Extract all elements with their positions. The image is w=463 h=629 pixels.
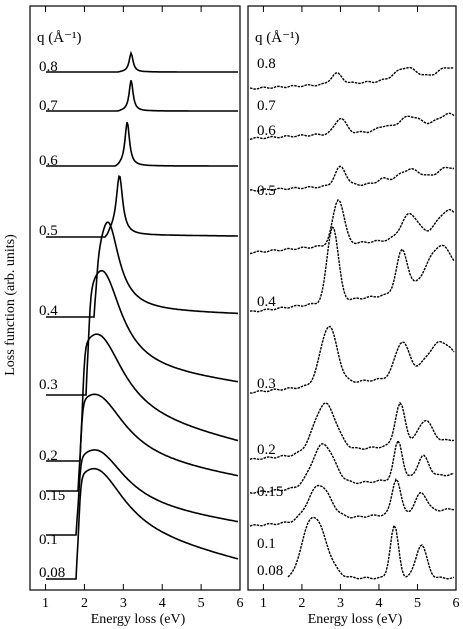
series-line [249, 401, 455, 461]
series-line [46, 175, 238, 238]
x-tick-label: 2 [298, 596, 305, 611]
series-line [249, 325, 455, 394]
series-label: 0.3 [39, 377, 58, 393]
series-label: 0.2 [257, 442, 276, 458]
series-line [249, 439, 455, 494]
x-tick-label: 2 [81, 596, 88, 611]
series-label: 0.15 [257, 484, 283, 500]
series-line [249, 66, 454, 90]
series-label: 0.7 [257, 98, 276, 114]
x-tick-label: 1 [42, 596, 49, 611]
series-line [46, 467, 239, 580]
series-label: 0.15 [39, 488, 65, 504]
series-line [46, 269, 239, 396]
series-label: 0.7 [39, 98, 58, 114]
panel-frame [29, 5, 241, 591]
series-label: 0.3 [257, 376, 276, 392]
x-tick-label: 4 [375, 596, 382, 611]
series-label: 0.5 [39, 223, 58, 239]
series-line [287, 516, 455, 580]
y-axis-label: Loss function (arb. units) [3, 234, 18, 376]
series-label: 0.08 [39, 565, 65, 581]
panel-frame [247, 5, 457, 591]
series-label: 0.4 [39, 303, 58, 319]
panel-left: 1 2 3 4 5 6 Energy loss (eV) q (Å⁻¹) 0.8 0.7 0.6 0.… [29, 5, 244, 627]
series-line [249, 165, 455, 192]
x-tick-label: 5 [198, 596, 205, 611]
x-tick-label: 5 [414, 596, 421, 611]
series-line [249, 226, 455, 313]
q-header: q (Å⁻¹) [255, 30, 300, 46]
series-line [249, 478, 455, 527]
x-tick-label: 6 [237, 596, 244, 611]
series-label: 0.8 [39, 59, 58, 75]
x-tick-label: 3 [120, 596, 127, 611]
series-label: 0.08 [257, 563, 283, 579]
x-axis-label: Energy loss (eV) [91, 612, 186, 627]
series-label: 0.8 [257, 56, 276, 72]
q-header: q (Å⁻¹) [37, 30, 82, 46]
x-axis-label: Energy loss (eV) [308, 612, 403, 627]
panel-right: 1 2 3 4 5 6 Energy loss (eV) q (Å⁻¹) 0.8 0.7 0.6 0.… [247, 5, 460, 627]
series-line [46, 50, 238, 73]
series-label: 0.2 [39, 448, 58, 464]
series-line [46, 80, 238, 112]
series-label: 0.6 [257, 123, 276, 139]
series-line [46, 449, 239, 536]
x-tick-label: 3 [337, 596, 344, 611]
series-label: 0.6 [39, 153, 58, 169]
series-line [46, 221, 239, 318]
x-tick-label: 1 [260, 596, 267, 611]
series-line [249, 198, 455, 255]
series-line [249, 112, 455, 140]
series-label: 0.4 [257, 294, 276, 310]
series-line [46, 121, 238, 167]
series-line [46, 333, 239, 462]
x-tick-label: 4 [159, 596, 166, 611]
series-label: 0.1 [257, 536, 276, 552]
series-label: 0.1 [39, 532, 58, 548]
series-line [46, 393, 239, 492]
series-label: 0.5 [257, 183, 276, 199]
x-tick-label: 6 [453, 596, 460, 611]
